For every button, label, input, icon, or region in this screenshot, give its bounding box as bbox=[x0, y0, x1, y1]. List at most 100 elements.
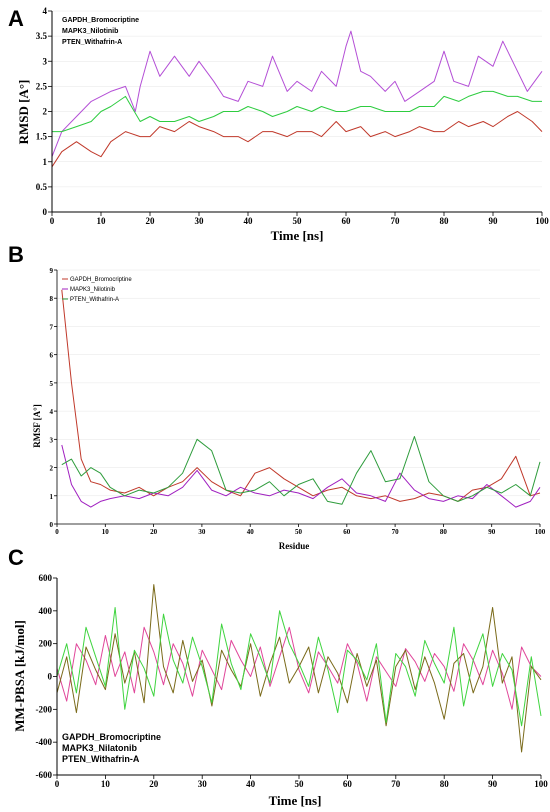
x-tick-label: 20 bbox=[149, 779, 159, 789]
panel-a-x-axis-label: Time [ns] bbox=[271, 228, 324, 243]
panel-c-y-axis-label: MM-PBSA [kJ/mol] bbox=[12, 620, 27, 732]
legend-entry: MAPK3_Nilotinib bbox=[62, 28, 118, 35]
panel-a-letter: A bbox=[8, 6, 24, 31]
y-tick-label: -200 bbox=[36, 704, 53, 714]
x-tick-label: 40 bbox=[244, 216, 254, 226]
x-tick-label: 100 bbox=[534, 779, 548, 789]
y-tick-label: 2 bbox=[50, 465, 54, 473]
y-tick-label: 1 bbox=[50, 493, 54, 501]
x-tick-label: 70 bbox=[392, 528, 400, 536]
panel-b-series bbox=[61, 289, 541, 508]
y-tick-label: 8 bbox=[50, 295, 54, 303]
y-tick-label: 200 bbox=[39, 639, 53, 649]
x-tick-label: 10 bbox=[101, 779, 111, 789]
panel-a-legend: GAPDH_Bromocriptine MAPK3_Nilotinib PTEN_W… bbox=[62, 17, 139, 46]
legend-entry: GAPDH_Bromocriptine bbox=[62, 732, 161, 742]
series-line-pten-withafrin-a bbox=[56, 607, 542, 727]
series-line-pten-withafrin-a bbox=[61, 436, 541, 505]
panel-b-y-axis-label: RMSF [A°] bbox=[32, 404, 42, 448]
y-tick-label: 0.5 bbox=[36, 182, 48, 192]
y-tick-label: 2 bbox=[43, 107, 48, 117]
x-tick-label: 20 bbox=[150, 528, 158, 536]
y-tick-label: 1.5 bbox=[36, 132, 48, 142]
legend-entry: GAPDH_Bromocriptine bbox=[62, 17, 139, 24]
x-tick-label: 90 bbox=[489, 216, 499, 226]
panel-c-legend: GAPDH_BromocriptineMAPK3_NilatonibPTEN_W… bbox=[62, 732, 161, 764]
x-tick-label: 70 bbox=[391, 216, 401, 226]
y-tick-label: 9 bbox=[50, 267, 54, 275]
panel-c-letter: C bbox=[8, 545, 24, 570]
x-tick-label: 70 bbox=[391, 779, 401, 789]
x-tick-label: 10 bbox=[97, 216, 107, 226]
x-tick-label: 0 bbox=[50, 216, 55, 226]
panel-a-y-ticks: 0 0.5 1 1.5 2 2.5 3 3.5 4 bbox=[36, 6, 52, 217]
x-tick-label: 30 bbox=[198, 779, 208, 789]
y-tick-label: 0 bbox=[43, 207, 48, 217]
x-tick-label: 50 bbox=[293, 216, 303, 226]
series-line-gapdh-bromocriptine bbox=[51, 30, 543, 157]
panel-b-x-ticks: 0 10 20 30 40 50 60 70 80 90 100 bbox=[55, 524, 546, 536]
legend-entry: PTEN_Withafrin-A bbox=[70, 297, 119, 303]
panel-b-gridlines bbox=[57, 269, 540, 525]
y-tick-label: 1 bbox=[43, 157, 48, 167]
panel-c-series bbox=[56, 584, 542, 753]
x-tick-label: 60 bbox=[343, 528, 351, 536]
panel-b-x-axis-label: Residue bbox=[279, 541, 310, 551]
series-line-gapdh-bromocriptine bbox=[61, 289, 541, 502]
y-tick-label: -400 bbox=[36, 737, 53, 747]
panel-c-y-ticks: -600 -400 -200 0 200 400 600 bbox=[36, 573, 57, 780]
x-tick-label: 50 bbox=[295, 528, 303, 536]
y-tick-label: 400 bbox=[39, 606, 53, 616]
x-tick-label: 40 bbox=[246, 779, 256, 789]
y-tick-label: 7 bbox=[50, 323, 54, 331]
x-tick-label: 60 bbox=[342, 216, 352, 226]
series-line-mapk3-nilotinib bbox=[61, 444, 541, 508]
x-tick-label: 20 bbox=[146, 216, 156, 226]
x-tick-label: 90 bbox=[488, 779, 498, 789]
x-tick-label: 80 bbox=[440, 528, 448, 536]
legend-entry: GAPDH_Bromocriptine bbox=[70, 277, 132, 283]
y-tick-label: 3.5 bbox=[36, 31, 48, 41]
series-line-mapk3-nilatonib bbox=[56, 584, 542, 753]
series-line-pten-withafrin-a bbox=[52, 90, 542, 133]
panel-b-legend: GAPDH_Bromocriptine MAPK3_Nilotinib PTEN_W… bbox=[62, 277, 132, 303]
x-tick-label: 80 bbox=[440, 779, 450, 789]
y-tick-label: 2.5 bbox=[36, 81, 48, 91]
panel-a-rmsd-chart: A 0 10 20 30 40 50 60 70 80 90 100 0 0.5 1 1.5 2 2.5 3 3.… bbox=[8, 6, 549, 243]
x-tick-label: 0 bbox=[55, 779, 60, 789]
y-tick-label: -600 bbox=[36, 770, 53, 780]
x-tick-label: 0 bbox=[55, 528, 59, 536]
y-tick-label: 3 bbox=[43, 56, 48, 66]
panel-a-series bbox=[51, 30, 543, 168]
y-tick-label: 5 bbox=[50, 380, 54, 388]
x-tick-label: 30 bbox=[198, 528, 206, 536]
x-tick-label: 50 bbox=[295, 779, 305, 789]
panel-b-rmsf-chart: B 0 10 20 30 40 50 60 70 80 90 100 0 1 2 3 4 5 6 7 8 9 Resi… bbox=[8, 242, 546, 551]
y-tick-label: 4 bbox=[43, 6, 48, 16]
x-tick-label: 90 bbox=[488, 528, 496, 536]
legend-entry: PTEN_Withafrin-A bbox=[62, 754, 140, 764]
y-tick-label: 4 bbox=[50, 408, 54, 416]
x-tick-label: 60 bbox=[343, 779, 353, 789]
panel-a-gridlines bbox=[52, 10, 542, 213]
y-tick-label: 600 bbox=[39, 573, 53, 583]
panel-c-mmpbsa-chart: C 0 10 20 30 40 50 60 70 80 90 100 -600 -400 -200 0 20… bbox=[8, 545, 548, 808]
x-tick-label: 80 bbox=[440, 216, 450, 226]
panel-c-x-ticks: 0 10 20 30 40 50 60 70 80 90 100 bbox=[55, 775, 548, 789]
legend-entry: PTEN_Withafrin-A bbox=[62, 39, 122, 46]
y-tick-label: 0 bbox=[48, 672, 53, 682]
x-tick-label: 40 bbox=[247, 528, 255, 536]
x-tick-label: 30 bbox=[195, 216, 205, 226]
panel-b-y-ticks: 0 1 2 3 4 5 6 7 8 9 bbox=[50, 267, 57, 529]
panel-a-x-ticks: 0 10 20 30 40 50 60 70 80 90 100 bbox=[50, 212, 549, 226]
panel-a-y-axis-label: RMSD [A°] bbox=[16, 80, 31, 145]
panel-b-letter: B bbox=[8, 242, 24, 267]
series-line-mapk3-nilotinib bbox=[51, 111, 543, 168]
x-tick-label: 100 bbox=[535, 216, 549, 226]
panel-c-x-axis-label: Time [ns] bbox=[269, 793, 322, 808]
x-tick-label: 10 bbox=[102, 528, 110, 536]
legend-entry: MAPK3_Nilotinib bbox=[70, 287, 116, 293]
y-tick-label: 3 bbox=[50, 436, 54, 444]
x-tick-label: 100 bbox=[535, 528, 546, 536]
